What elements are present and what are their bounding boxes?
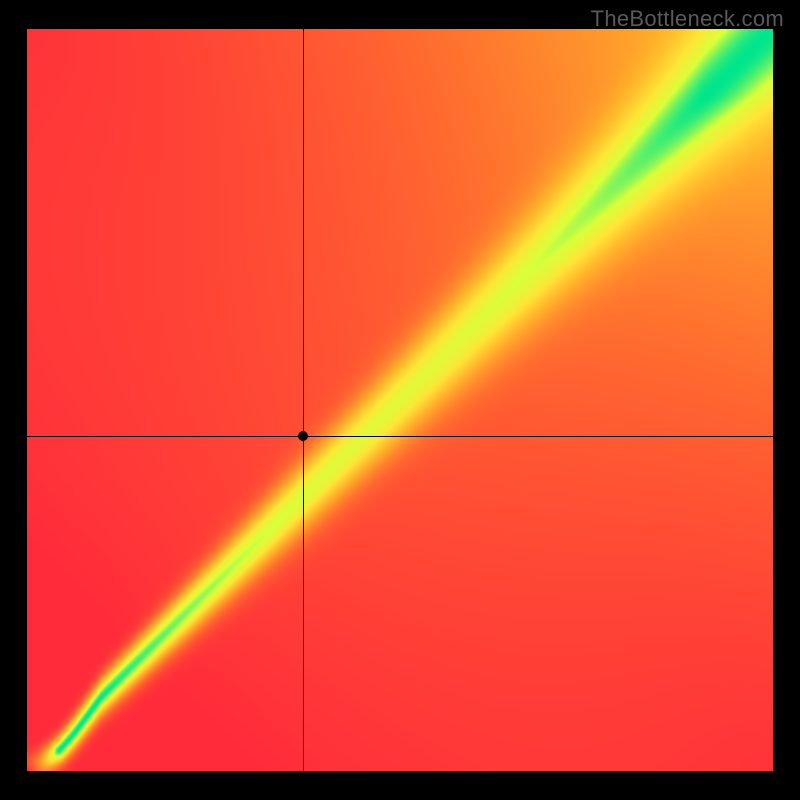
crosshair-vertical xyxy=(303,29,304,771)
heatmap-canvas xyxy=(27,29,773,771)
crosshair-horizontal xyxy=(27,436,773,437)
bottleneck-heatmap xyxy=(27,29,773,771)
watermark-label: TheBottleneck.com xyxy=(591,6,784,32)
selection-marker xyxy=(298,431,308,441)
